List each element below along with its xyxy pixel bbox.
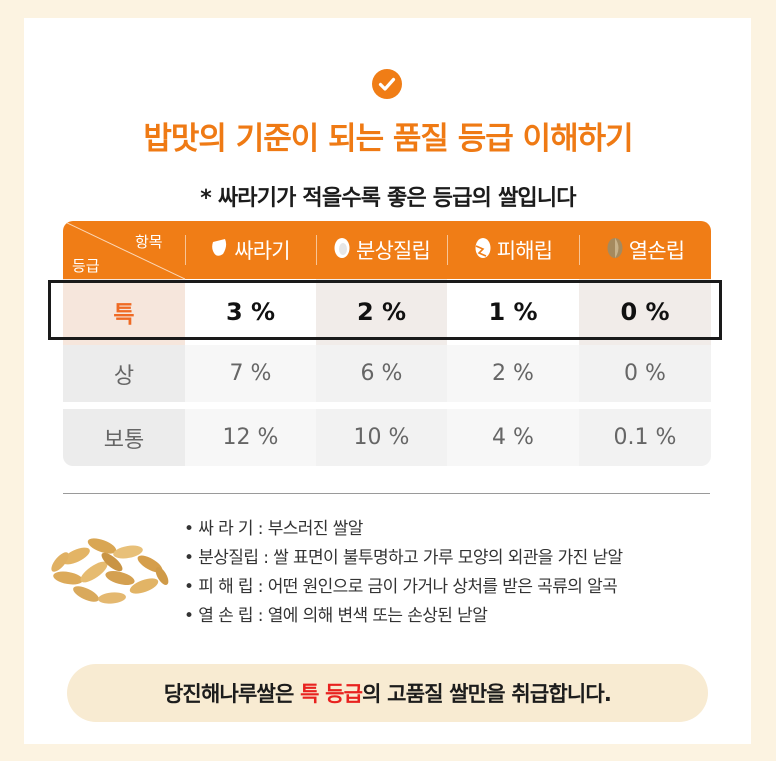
corner-label-grade: 등급 <box>72 257 100 275</box>
table-row-sang: 상 7 % 6 % 2 % 0 % <box>63 345 711 402</box>
heat-damaged-grain-icon <box>606 237 624 264</box>
value-cell: 3 % <box>185 279 316 345</box>
value-cell: 7 % <box>185 345 316 402</box>
header-label: 분상질립 <box>355 239 431 263</box>
header-label: 싸라기 <box>234 239 290 263</box>
banner-text-after: 의 고품질 쌀만을 취급합니다. <box>362 682 612 706</box>
table-row-botong: 보통 12 % 10 % 4 % 0.1 % <box>63 409 711 466</box>
corner-label-item: 항목 <box>135 233 163 251</box>
definition-item: • 피 해 립 : 어떤 원인으로 금이 가거나 상처를 받은 곡류의 알곡 <box>184 577 618 597</box>
grade-cell: 특 <box>63 279 185 345</box>
check-circle-icon <box>372 69 402 99</box>
header-separator <box>185 235 186 265</box>
broken-grain-icon <box>211 238 229 263</box>
notice-banner: 당진해나루쌀은 특 등급 의 고품질 쌀만을 취급합니다. <box>67 664 708 722</box>
grade-cell: 보통 <box>63 409 185 466</box>
header-sarragi: 싸라기 <box>185 221 316 279</box>
value-cell: 12 % <box>185 409 316 466</box>
rice-grains-icon <box>46 518 174 614</box>
damaged-grain-icon <box>474 237 492 264</box>
header-label: 피해립 <box>496 239 553 263</box>
banner-text-before: 당진해나루쌀은 <box>163 682 301 706</box>
page-title: 밥맛의 기준이 되는 품질 등급 이해하기 <box>143 121 633 157</box>
header-yeolsonrip: 열손립 <box>579 221 711 279</box>
grade-table: 항목 등급 싸라기 분상질립 피해립 열손립 <box>63 221 711 466</box>
table-header: 항목 등급 싸라기 분상질립 피해립 열손립 <box>63 221 711 279</box>
header-pihaerip: 피해립 <box>447 221 579 279</box>
definition-item: • 분상질립 : 쌀 표면이 불투명하고 가루 모양의 외관을 가진 낟알 <box>184 548 623 568</box>
banner-highlight: 특 등급 <box>300 682 363 706</box>
value-cell: 2 % <box>316 279 447 345</box>
value-cell: 6 % <box>316 345 447 402</box>
header-separator <box>447 235 448 265</box>
value-cell: 4 % <box>447 409 579 466</box>
header-bunsangjilip: 분상질립 <box>316 221 447 279</box>
corner-diagonal <box>63 221 185 279</box>
header-separator <box>579 235 580 265</box>
value-cell: 0 % <box>579 279 711 345</box>
top-grade-highlight-box <box>48 280 722 340</box>
definition-item: • 열 손 립 : 열에 의해 변색 또는 손상된 낟알 <box>184 606 488 626</box>
header-label: 열손립 <box>628 239 685 263</box>
header-separator <box>316 235 317 265</box>
grade-cell: 상 <box>63 345 185 402</box>
value-cell: 0 % <box>579 345 711 402</box>
section-divider <box>63 493 710 494</box>
value-cell: 1 % <box>447 279 579 345</box>
row-gap <box>63 402 711 409</box>
value-cell: 2 % <box>447 345 579 402</box>
page-subtitle: * 싸라기가 적을수록 좋은 등급의 쌀입니다 <box>200 186 576 211</box>
value-cell: 0.1 % <box>579 409 711 466</box>
definition-item: • 싸 라 기 : 부스러진 쌀알 <box>184 519 363 539</box>
value-cell: 10 % <box>316 409 447 466</box>
definition-list: • 싸 라 기 : 부스러진 쌀알 • 분상질립 : 쌀 표면이 불투명하고 가… <box>184 515 623 631</box>
table-row-teuk: 특 3 % 2 % 1 % 0 % <box>63 279 711 345</box>
chalky-grain-icon <box>333 237 351 264</box>
